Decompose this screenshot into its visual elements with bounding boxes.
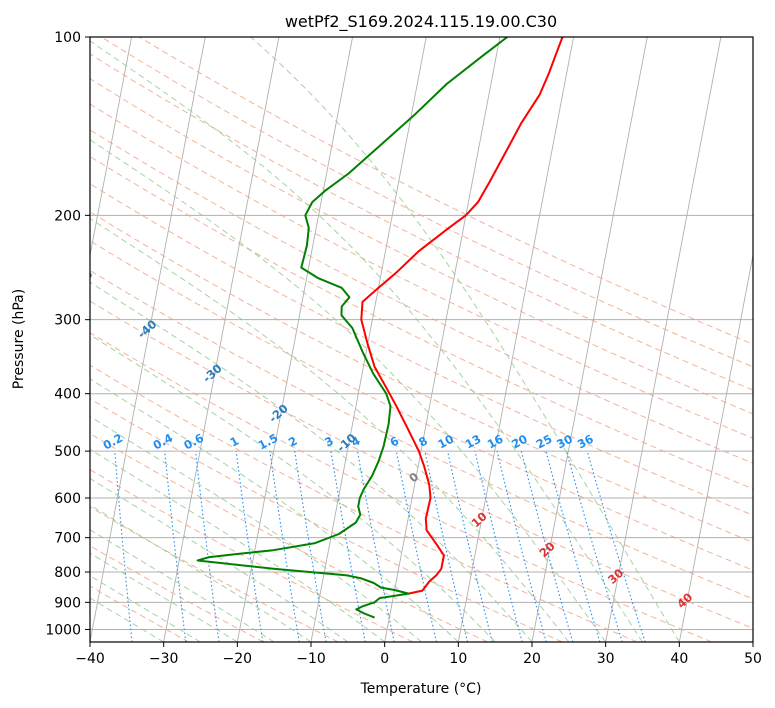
isotherm-line xyxy=(457,37,574,642)
dry-adiabat xyxy=(90,364,638,642)
isohume-line xyxy=(586,450,646,642)
dry-adiabat xyxy=(90,433,488,642)
isotherm-line xyxy=(531,37,648,642)
dry-adiabat xyxy=(90,103,753,439)
moist-adiabat xyxy=(90,217,570,642)
x-tick-label: 20 xyxy=(523,651,541,667)
dry-adiabat xyxy=(90,183,753,516)
dry-adiabat xyxy=(90,398,563,642)
dry-adiabat xyxy=(90,506,339,642)
isohume-line xyxy=(565,450,623,642)
isohume-label: 25 xyxy=(534,432,555,452)
x-tick-label: −20 xyxy=(223,651,253,667)
isohume-line xyxy=(424,450,469,642)
dry-adiabat xyxy=(100,37,753,368)
y-tick-label: 200 xyxy=(54,208,81,224)
y-tick-label: 800 xyxy=(54,565,81,581)
isotherm-line xyxy=(236,37,353,642)
chart-title: wetPf2_S169.2024.115.19.00.C30 xyxy=(285,12,557,32)
isohume-line xyxy=(269,451,300,642)
isohume-label: 10 xyxy=(435,432,456,452)
x-tick-label: −40 xyxy=(75,651,105,667)
dry-adiabat xyxy=(90,585,190,642)
isohume-line xyxy=(496,450,547,642)
isotherm-line xyxy=(310,37,427,642)
moist-adiabat xyxy=(90,575,201,642)
y-tick-label: 500 xyxy=(54,444,81,460)
moist-adiabat xyxy=(90,40,643,642)
isohume-label: 13 xyxy=(463,432,484,452)
isohume-line xyxy=(545,450,601,642)
isohume-label: 16 xyxy=(485,432,506,452)
y-tick-label: 700 xyxy=(54,531,81,547)
y-tick-label: 900 xyxy=(54,595,81,611)
isohume-line xyxy=(114,451,133,642)
moist-adiabat xyxy=(90,552,238,642)
temperature-profile xyxy=(360,37,564,595)
moist-adiabat xyxy=(90,597,164,642)
dry-adiabat xyxy=(139,37,753,345)
isohume-label: 36 xyxy=(575,432,596,452)
moist-adiabat xyxy=(90,334,496,642)
dewpoint-profile xyxy=(196,37,508,619)
plot-frame xyxy=(89,36,754,643)
isohume-line xyxy=(520,450,574,642)
x-axis-label: Temperature (°C) xyxy=(360,681,482,697)
dry-adiabat xyxy=(90,78,753,415)
y-tick-label: 600 xyxy=(54,491,81,507)
moist-adiabat xyxy=(250,37,680,642)
y-tick-label: 1000 xyxy=(45,622,81,638)
x-tick-label: 10 xyxy=(449,651,467,667)
dry-adiabat xyxy=(90,332,712,642)
isotherm-line xyxy=(605,37,722,642)
y-tick-label: 300 xyxy=(54,313,81,329)
isohume-line xyxy=(235,451,264,642)
moist-adiabat xyxy=(90,529,275,642)
isohume-line xyxy=(194,451,220,642)
x-tick-label: 50 xyxy=(744,651,762,667)
x-tick-label: 40 xyxy=(670,651,688,667)
x-tick-label: 30 xyxy=(597,651,615,667)
x-tick-label: −30 xyxy=(149,651,179,667)
isotherm-line xyxy=(384,37,501,642)
isohume-line xyxy=(356,451,395,642)
isohume-line xyxy=(447,450,493,642)
dry-adiabat xyxy=(90,300,753,629)
isohume-line xyxy=(164,451,187,642)
moist-adiabat xyxy=(90,448,386,642)
isotherm-label: -50 xyxy=(71,267,96,291)
moist-adiabat xyxy=(90,477,349,642)
x-tick-label: −10 xyxy=(296,651,326,667)
dry-adiabat xyxy=(90,211,753,543)
moist-adiabat xyxy=(90,378,459,642)
y-tick-label: 400 xyxy=(54,387,81,403)
isohume-label: 20 xyxy=(509,432,530,452)
isohume-label: 30 xyxy=(554,432,575,452)
y-tick-label: 100 xyxy=(54,30,81,46)
moist-adiabat xyxy=(90,139,607,642)
isohume-line xyxy=(395,450,437,642)
isotherm-line xyxy=(90,37,132,258)
isotherm-line xyxy=(163,37,280,642)
isohume-line xyxy=(474,450,523,642)
dry-adiabat xyxy=(90,269,753,600)
isotherm-line xyxy=(678,252,753,642)
x-tick-label: 0 xyxy=(380,651,389,667)
y-axis-label: Pressure (hPa) xyxy=(11,289,27,389)
